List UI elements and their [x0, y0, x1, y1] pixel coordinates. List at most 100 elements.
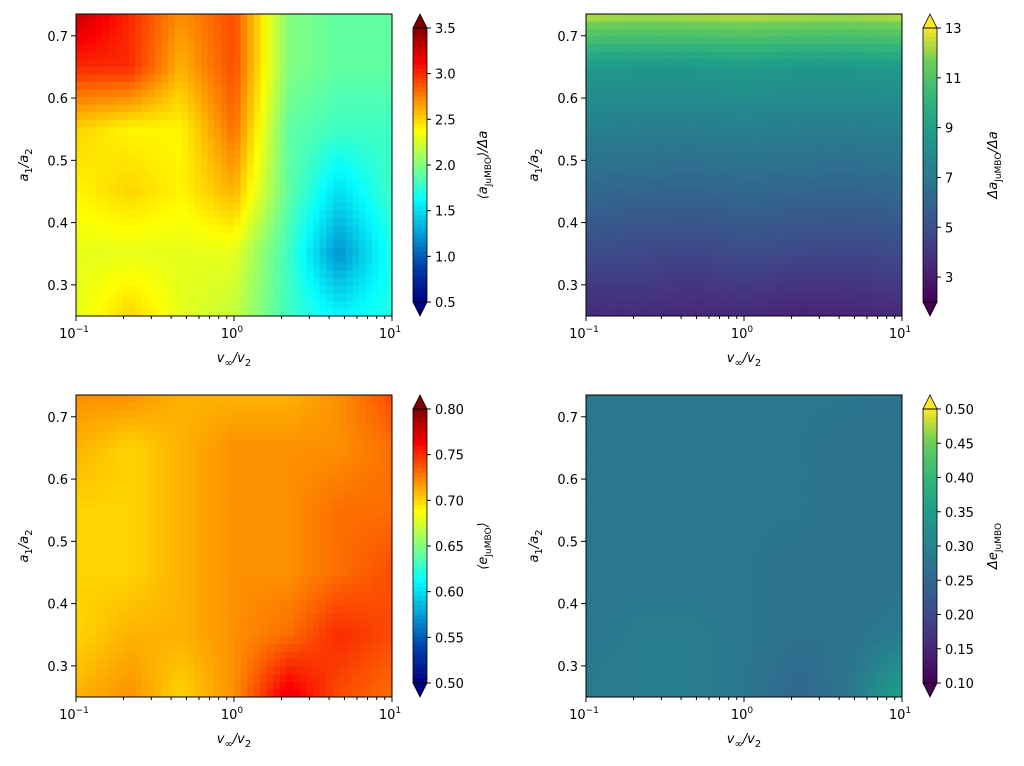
- heatmap-cell: [95, 440, 103, 449]
- heatmap-cell: [214, 36, 222, 45]
- heatmap-cell: [658, 172, 666, 181]
- heatmap-cell: [220, 142, 229, 151]
- heatmap-cell: [247, 508, 255, 517]
- heatmap-cell: [76, 462, 84, 472]
- x-tick-label: 100: [731, 325, 754, 342]
- heatmap-cell: [161, 417, 169, 426]
- heatmap-cell: [385, 44, 392, 53]
- heatmap-cell: [168, 417, 176, 426]
- heatmap-cell: [280, 300, 288, 310]
- heatmap-cell: [645, 149, 653, 159]
- heatmap-cell: [345, 425, 354, 434]
- heatmap-cell: [273, 508, 281, 517]
- heatmap-cell: [122, 142, 130, 151]
- heatmap-cell: [750, 225, 758, 234]
- heatmap-cell: [365, 81, 373, 91]
- heatmap-cell: [122, 225, 130, 234]
- heatmap-cell: [201, 278, 209, 287]
- heatmap-cell: [592, 134, 600, 143]
- heatmap-cell: [141, 425, 150, 434]
- heatmap-cell: [234, 81, 242, 91]
- heatmap-cell: [293, 263, 301, 272]
- heatmap-cell: [730, 217, 739, 226]
- heatmap-cell: [359, 270, 367, 279]
- heatmap-cell: [207, 417, 215, 426]
- heatmap-cell: [293, 447, 301, 456]
- heatmap-cell: [76, 470, 84, 479]
- heatmap-cell: [187, 478, 196, 487]
- heatmap-cell: [313, 308, 321, 316]
- heatmap-cell: [365, 240, 373, 249]
- heatmap-cell: [128, 51, 136, 60]
- heatmap-cell: [372, 127, 380, 136]
- heatmap-cell: [599, 232, 607, 242]
- heatmap-cell: [711, 29, 719, 38]
- heatmap-cell: [632, 14, 640, 23]
- heatmap-cell: [796, 142, 804, 151]
- heatmap-cell: [319, 51, 327, 60]
- heatmap-cell: [339, 508, 347, 517]
- heatmap-cell: [665, 127, 673, 136]
- heatmap-cell: [345, 432, 354, 441]
- heatmap-cell: [651, 149, 660, 159]
- heatmap-cell: [882, 232, 890, 242]
- heatmap-cell: [823, 300, 831, 310]
- heatmap-cell: [862, 97, 870, 106]
- heatmap-cell: [102, 300, 110, 310]
- heatmap-cell: [385, 417, 392, 426]
- heatmap-cell: [141, 410, 150, 419]
- heatmap-cell: [737, 308, 745, 316]
- heatmap-cell: [141, 232, 150, 242]
- heatmap-cell: [155, 447, 163, 456]
- heatmap-cell: [862, 308, 870, 316]
- heatmap-cell: [253, 225, 261, 234]
- heatmap-cell: [632, 59, 640, 68]
- heatmap-cell: [757, 14, 765, 23]
- heatmap-cell: [359, 432, 367, 441]
- heatmap-cell: [187, 119, 196, 128]
- heatmap-cell: [612, 217, 620, 226]
- heatmap-cell: [704, 217, 712, 226]
- heatmap-cell: [273, 187, 281, 196]
- heatmap-cell: [855, 51, 864, 60]
- heatmap-cell: [253, 202, 261, 211]
- heatmap-cell: [829, 285, 837, 294]
- heatmap-cell: [135, 180, 143, 189]
- heatmap-cell: [645, 36, 653, 45]
- heatmap-cell: [293, 14, 301, 23]
- heatmap-cell: [750, 285, 758, 294]
- heatmap-cell: [763, 240, 771, 249]
- heatmap-cell: [888, 270, 897, 279]
- heatmap-cell: [796, 14, 804, 23]
- heatmap-cell: [260, 195, 268, 204]
- heatmap-cell: [141, 285, 150, 294]
- heatmap-cell: [744, 285, 752, 294]
- heatmap-cell: [82, 112, 90, 121]
- heatmap-cell: [776, 270, 785, 279]
- heatmap-cell: [385, 300, 392, 310]
- heatmap-cell: [148, 270, 156, 279]
- heatmap-cell: [849, 81, 857, 91]
- heatmap-cell: [181, 142, 189, 151]
- heatmap-cell: [711, 270, 719, 279]
- colorbar-segment: [413, 82, 427, 88]
- heatmap-cell: [651, 232, 660, 242]
- heatmap-cell: [378, 21, 387, 30]
- heatmap-cell: [128, 508, 136, 517]
- heatmap-cell: [220, 59, 229, 68]
- heatmap-cell: [247, 66, 255, 75]
- heatmap-cell: [352, 157, 360, 166]
- heatmap-cell: [161, 180, 169, 189]
- heatmap-cell: [790, 97, 798, 106]
- heatmap-cell: [299, 127, 308, 136]
- heatmap-cell: [776, 187, 785, 196]
- heatmap-cell: [339, 112, 347, 121]
- heatmap-cell: [757, 112, 765, 121]
- heatmap-cell: [214, 462, 222, 472]
- heatmap-cell: [82, 232, 90, 242]
- heatmap-cell: [168, 300, 176, 310]
- heatmap-cell: [280, 134, 288, 143]
- heatmap-cell: [645, 165, 653, 174]
- heatmap-cell: [744, 89, 752, 98]
- heatmap-cell: [612, 263, 620, 272]
